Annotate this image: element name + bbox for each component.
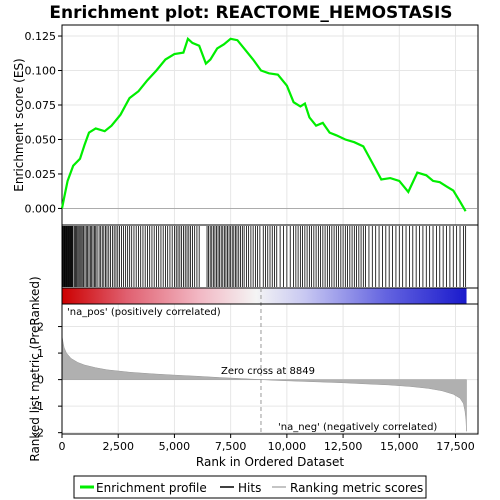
metric-y-tick-label: 2	[37, 321, 44, 334]
metric-y-tick-label: 0	[37, 374, 44, 387]
metric-y-tick-label: 1	[37, 347, 44, 360]
legend-box	[73, 475, 427, 499]
hits-panel	[61, 226, 467, 287]
x-tick-label: 12,500	[324, 440, 363, 453]
x-axis-label: Rank in Ordered Dataset	[196, 455, 344, 469]
es-y-tick-label: 0.100	[25, 65, 57, 78]
legend-hits-label: Hits	[238, 481, 261, 495]
legend-enrichment-label: Enrichment profile	[96, 481, 207, 495]
chart-title: Enrichment plot: REACTOME_HEMOSTASIS	[49, 3, 452, 23]
zero-cross-label: Zero cross at 8849	[221, 366, 315, 377]
es-y-axis: 0.000 0.025 0.050 0.075 0.100 0.125	[25, 30, 62, 215]
es-y-tick-label: 0.000	[25, 202, 57, 215]
x-tick-label: 0	[59, 440, 66, 453]
x-tick-label: 10,000	[268, 440, 307, 453]
negative-correlation-label: 'na_neg' (negatively correlated)	[278, 422, 437, 433]
legend: Enrichment profile Hits Ranking metric s…	[73, 475, 427, 499]
metric-y-tick-label: -1	[33, 400, 44, 413]
es-y-tick-label: 0.025	[25, 168, 57, 181]
metric-panel-frame	[61, 303, 479, 435]
metric-y-axis-label: Ranked list metric (PreRanked)	[28, 276, 42, 461]
es-y-tick-label: 0.050	[25, 133, 57, 146]
ranking-metric-area	[61, 335, 467, 432]
metric-y-axis: -2 -1 0 1 2	[33, 321, 62, 440]
x-tick-label: 7,500	[215, 440, 247, 453]
rank-color-bar	[62, 288, 467, 304]
legend-ranking-label: Ranking metric scores	[290, 481, 423, 495]
x-tick-label: 5,000	[159, 440, 191, 453]
es-y-tick-label: 0.125	[25, 30, 57, 43]
x-tick-label: 15,000	[380, 440, 419, 453]
x-tick-label: 17,500	[436, 440, 475, 453]
x-axis: 0 2,500 5,000 7,500 10,000 12,500 15,000 17,500	[59, 434, 475, 453]
es-grid	[61, 25, 478, 225]
positive-correlation-label: 'na_pos' (positively correlated)	[67, 307, 221, 318]
x-tick-label: 2,500	[102, 440, 134, 453]
metric-y-tick-label: -2	[33, 427, 44, 440]
enrichment-profile-line	[60, 36, 467, 212]
es-panel-frame	[61, 24, 479, 226]
es-y-tick-label: 0.075	[25, 99, 57, 112]
es-y-axis-label: Enrichment score (ES)	[12, 58, 26, 191]
